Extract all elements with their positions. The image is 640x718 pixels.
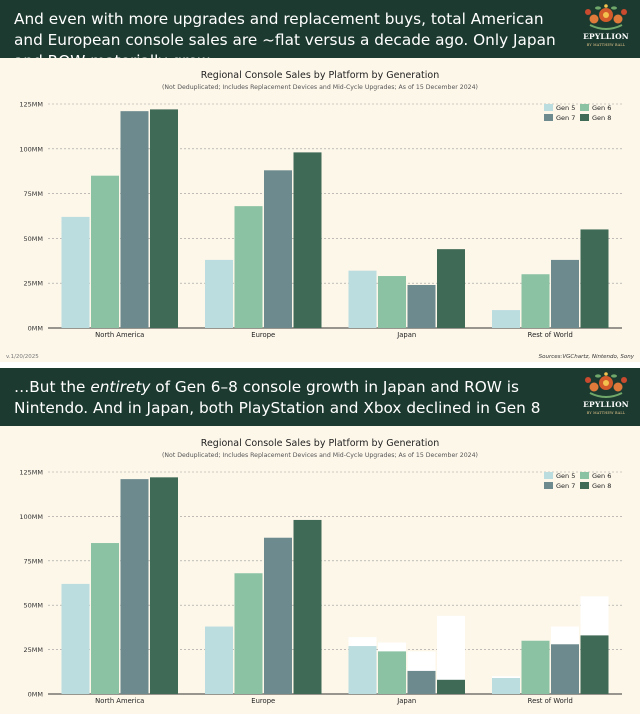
y-tick-label: 75MM	[24, 190, 44, 198]
y-tick-label: 50MM	[24, 235, 44, 243]
panel-headline: …But the entirety of Gen 6–8 console gro…	[14, 377, 569, 419]
logo-wordmark: EPYLLION	[583, 400, 629, 409]
legend-swatch	[580, 104, 589, 111]
bar	[492, 678, 520, 694]
bar	[61, 583, 90, 694]
bar	[580, 229, 609, 328]
x-tick-label: Japan	[396, 697, 416, 705]
legend-label: Gen 8	[592, 482, 611, 490]
sources-label: Sources:VGChartz, Nintendo, Sony	[539, 354, 635, 360]
x-tick-label: Rest of World	[528, 697, 573, 705]
chart-panel-2: …But the entirety of Gen 6–8 console gro…	[0, 368, 640, 714]
legend-label: Gen 8	[592, 114, 611, 122]
legend-swatch	[580, 482, 589, 489]
bar	[407, 284, 436, 328]
panel-header: …But the entirety of Gen 6–8 console gro…	[0, 368, 640, 426]
bar	[293, 152, 322, 328]
y-tick-label: 125MM	[19, 469, 43, 477]
bar	[120, 111, 149, 328]
bar	[551, 644, 579, 694]
x-tick-label: Rest of World	[528, 331, 573, 339]
bar	[61, 216, 90, 328]
legend-swatch	[544, 482, 553, 489]
headline-segment: entirety	[90, 378, 151, 396]
legend-label: Gen 5	[556, 104, 575, 112]
chart-subtitle: (Not Deduplicated; Includes Replacement …	[162, 84, 478, 91]
bar	[580, 635, 609, 694]
epyllion-logo: EPYLLION BY MATTHEW BALL	[580, 371, 632, 423]
bar	[521, 274, 550, 328]
legend-label: Gen 6	[592, 472, 611, 480]
bar	[378, 276, 406, 328]
legend-label: Gen 7	[556, 114, 575, 122]
legend-swatch	[580, 472, 589, 479]
legend-swatch	[544, 114, 553, 121]
chart-title: Regional Console Sales by Platform by Ge…	[201, 438, 439, 449]
epyllion-logo: EPYLLION BY MATTHEW BALL	[580, 3, 632, 55]
y-tick-label: 100MM	[19, 513, 43, 521]
bar	[551, 259, 579, 328]
bar	[293, 519, 322, 694]
logo-wordmark: EPYLLION	[583, 32, 629, 41]
logo-byline: BY MATTHEW BALL	[586, 43, 626, 47]
chart-panel-1: And even with more upgrades and replacem…	[0, 0, 640, 362]
bar	[407, 670, 436, 694]
headline-segment: …But the	[14, 378, 91, 396]
chart-area: Regional Console Sales by Platform by Ge…	[0, 58, 640, 362]
legend-swatch	[544, 472, 553, 479]
x-tick-label: North America	[95, 331, 144, 339]
version-label: v.1/20/2025	[6, 354, 39, 360]
bar	[205, 626, 233, 694]
bar-chart: Regional Console Sales by Platform by Ge…	[6, 70, 635, 360]
bar	[348, 646, 377, 694]
bar	[120, 479, 149, 694]
bar	[150, 477, 178, 694]
bar	[150, 109, 178, 328]
bar	[91, 543, 119, 694]
logo-byline: BY MATTHEW BALL	[586, 411, 626, 415]
legend-label: Gen 7	[556, 482, 575, 490]
x-tick-label: Japan	[396, 331, 416, 339]
chart-subtitle: (Not Deduplicated; Includes Replacement …	[162, 452, 478, 459]
chart-title: Regional Console Sales by Platform by Ge…	[201, 70, 439, 81]
bar	[234, 573, 263, 694]
legend-swatch	[580, 114, 589, 121]
legend-label: Gen 5	[556, 472, 575, 480]
headline-segment: of Gen 6–8 console growth in Japan and R…	[14, 378, 541, 417]
x-tick-label: Europe	[251, 331, 275, 339]
bar	[234, 206, 263, 328]
x-tick-label: North America	[95, 697, 144, 705]
bar-chart: Regional Console Sales by Platform by Ge…	[19, 438, 622, 705]
legend-label: Gen 6	[592, 104, 611, 112]
bar	[378, 651, 406, 694]
y-tick-label: 25MM	[24, 280, 44, 288]
bar	[264, 170, 292, 328]
floral-ornament-icon	[585, 372, 627, 398]
floral-ornament-icon	[585, 4, 627, 30]
y-tick-label: 25MM	[24, 646, 44, 654]
y-tick-label: 50MM	[24, 602, 44, 610]
y-tick-label: 0MM	[28, 691, 43, 699]
bar	[264, 537, 292, 694]
y-tick-label: 0MM	[28, 325, 43, 333]
bar	[91, 175, 119, 328]
legend-swatch	[544, 104, 553, 111]
bar	[437, 249, 465, 328]
chart-area: Regional Console Sales by Platform by Ge…	[0, 426, 640, 714]
bar	[521, 640, 550, 694]
y-tick-label: 75MM	[24, 557, 44, 565]
bar	[205, 259, 233, 328]
y-tick-label: 125MM	[19, 101, 43, 109]
y-tick-label: 100MM	[19, 145, 43, 153]
bar	[348, 270, 377, 328]
bar	[492, 310, 520, 328]
x-tick-label: Europe	[251, 697, 275, 705]
panel-header: And even with more upgrades and replacem…	[0, 0, 640, 70]
bar	[437, 679, 465, 694]
